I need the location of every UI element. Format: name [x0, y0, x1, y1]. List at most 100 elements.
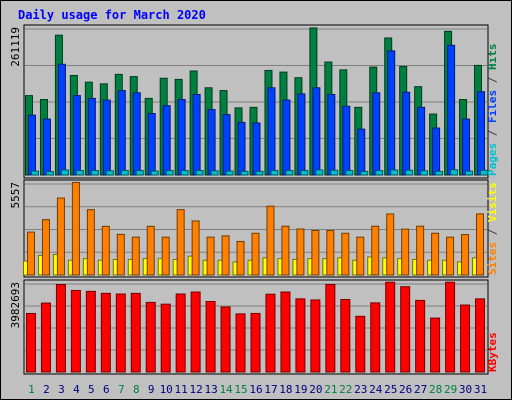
bar-files-day-31 [477, 91, 486, 176]
bar-kbytes-day-9 [145, 301, 156, 373]
bar-pages-day-14 [225, 170, 234, 176]
bar-pages-day-28 [435, 170, 444, 176]
bar-sites-day-7 [116, 233, 125, 276]
bar-pages-day-21 [330, 169, 339, 176]
day-label-18: 18 [279, 383, 292, 396]
bar-pages-day-15 [240, 170, 249, 176]
day-label-14: 14 [219, 383, 233, 396]
day-label-29: 29 [444, 383, 457, 396]
bar-kbytes-day-30 [460, 304, 471, 373]
legend-part: / [486, 70, 499, 90]
bar-pages-day-30 [465, 170, 474, 176]
bar-pages-day-31 [480, 169, 489, 176]
bar-files-day-7 [117, 90, 126, 176]
bar-kbytes-day-26 [400, 286, 411, 373]
legend-part: / [486, 222, 499, 242]
bar-sites-day-5 [86, 209, 95, 276]
bar-files-day-21 [327, 93, 336, 176]
bar-files-day-10 [162, 105, 171, 176]
bar-pages-day-22 [345, 170, 354, 176]
day-label-24: 24 [369, 383, 383, 396]
bar-pages-day-7 [120, 170, 129, 176]
bar-pages-day-6 [105, 170, 114, 176]
bar-kbytes-day-29 [445, 281, 456, 373]
bar-files-day-25 [387, 50, 396, 176]
bar-kbytes-day-15 [235, 313, 246, 373]
bar-files-day-28 [432, 127, 441, 176]
bar-sites-day-11 [176, 209, 185, 276]
day-label-23: 23 [354, 383, 367, 396]
bar-kbytes-day-11 [175, 293, 186, 373]
legend-part: / [486, 123, 499, 143]
day-label-27: 27 [414, 383, 427, 396]
day-label-8: 8 [133, 383, 140, 396]
day-label-26: 26 [399, 383, 412, 396]
bar-pages-day-19 [300, 170, 309, 176]
bar-files-day-13 [207, 109, 216, 176]
bar-kbytes-day-25 [385, 281, 396, 373]
bar-sites-day-24 [371, 225, 380, 276]
bar-kbytes-day-8 [130, 292, 141, 373]
bar-kbytes-day-3 [55, 284, 66, 373]
bar-pages-day-16 [255, 170, 264, 176]
bar-pages-day-23 [360, 170, 369, 176]
bar-files-day-12 [192, 93, 201, 176]
bar-sites-day-10 [161, 236, 170, 276]
bar-kbytes-day-10 [160, 303, 171, 373]
bar-sites-day-12 [191, 220, 200, 276]
bar-files-day-1 [27, 114, 36, 176]
bar-files-day-27 [417, 106, 426, 176]
bar-pages-day-17 [270, 170, 279, 176]
bar-pages-day-20 [315, 169, 324, 176]
bar-sites-day-21 [326, 229, 335, 276]
bar-pages-day-3 [60, 169, 69, 176]
bar-files-day-30 [462, 118, 471, 176]
bar-sites-day-29 [446, 236, 455, 276]
bar-sites-day-8 [131, 236, 140, 276]
bar-files-day-8 [132, 92, 141, 176]
bar-sites-day-2 [41, 219, 50, 276]
bar-kbytes-day-1 [25, 312, 36, 373]
series-legend: KBytes [486, 332, 499, 372]
day-label-30: 30 [459, 383, 472, 396]
bar-pages-day-5 [90, 170, 99, 176]
bar-kbytes-day-14 [220, 306, 231, 373]
bar-kbytes-day-7 [115, 293, 126, 373]
legend-part: Visits [486, 182, 499, 222]
day-label-6: 6 [103, 383, 110, 396]
bar-kbytes-day-20 [310, 299, 321, 373]
bar-kbytes-day-21 [325, 284, 336, 373]
bar-sites-day-15 [236, 240, 245, 276]
bar-files-day-2 [42, 118, 51, 176]
day-labels: 1 2 3 4 5 6 7 8 9 10 11 12 13 14 15 16 17 18 19 20 21 22 23 24 2… [28, 383, 487, 396]
bar-pages-day-9 [150, 170, 159, 176]
bar-kbytes-day-2 [40, 302, 51, 373]
day-label-31: 31 [474, 383, 487, 396]
bar-kbytes-day-6 [100, 292, 111, 373]
chart-title: Daily usage for March 2020 [18, 8, 206, 22]
bar-sites-day-18 [281, 225, 290, 276]
bar-kbytes-day-18 [280, 291, 291, 373]
day-label-28: 28 [429, 383, 442, 396]
bar-pages-day-13 [210, 170, 219, 176]
day-label-3: 3 [58, 383, 65, 396]
bar-pages-day-1 [30, 170, 39, 176]
bar-pages-day-12 [195, 170, 204, 176]
bar-sites-day-9 [146, 225, 155, 276]
legend-part: Sites [486, 242, 499, 275]
bar-sites-day-1 [26, 231, 35, 276]
day-label-1: 1 [28, 383, 35, 396]
bar-pages-day-29 [450, 169, 459, 176]
bar-files-day-6 [102, 99, 111, 176]
bar-pages-day-11 [180, 170, 189, 176]
legend-part: KBytes [486, 332, 499, 372]
bar-pages-day-27 [420, 170, 429, 176]
bar-sites-day-23 [356, 236, 365, 276]
bar-sites-day-17 [266, 205, 275, 276]
bar-files-day-29 [447, 44, 456, 176]
series-legend: Pages / Files / Hits [486, 44, 499, 177]
day-label-4: 4 [73, 383, 80, 396]
bar-files-day-15 [237, 121, 246, 176]
bar-kbytes-day-13 [205, 301, 216, 373]
